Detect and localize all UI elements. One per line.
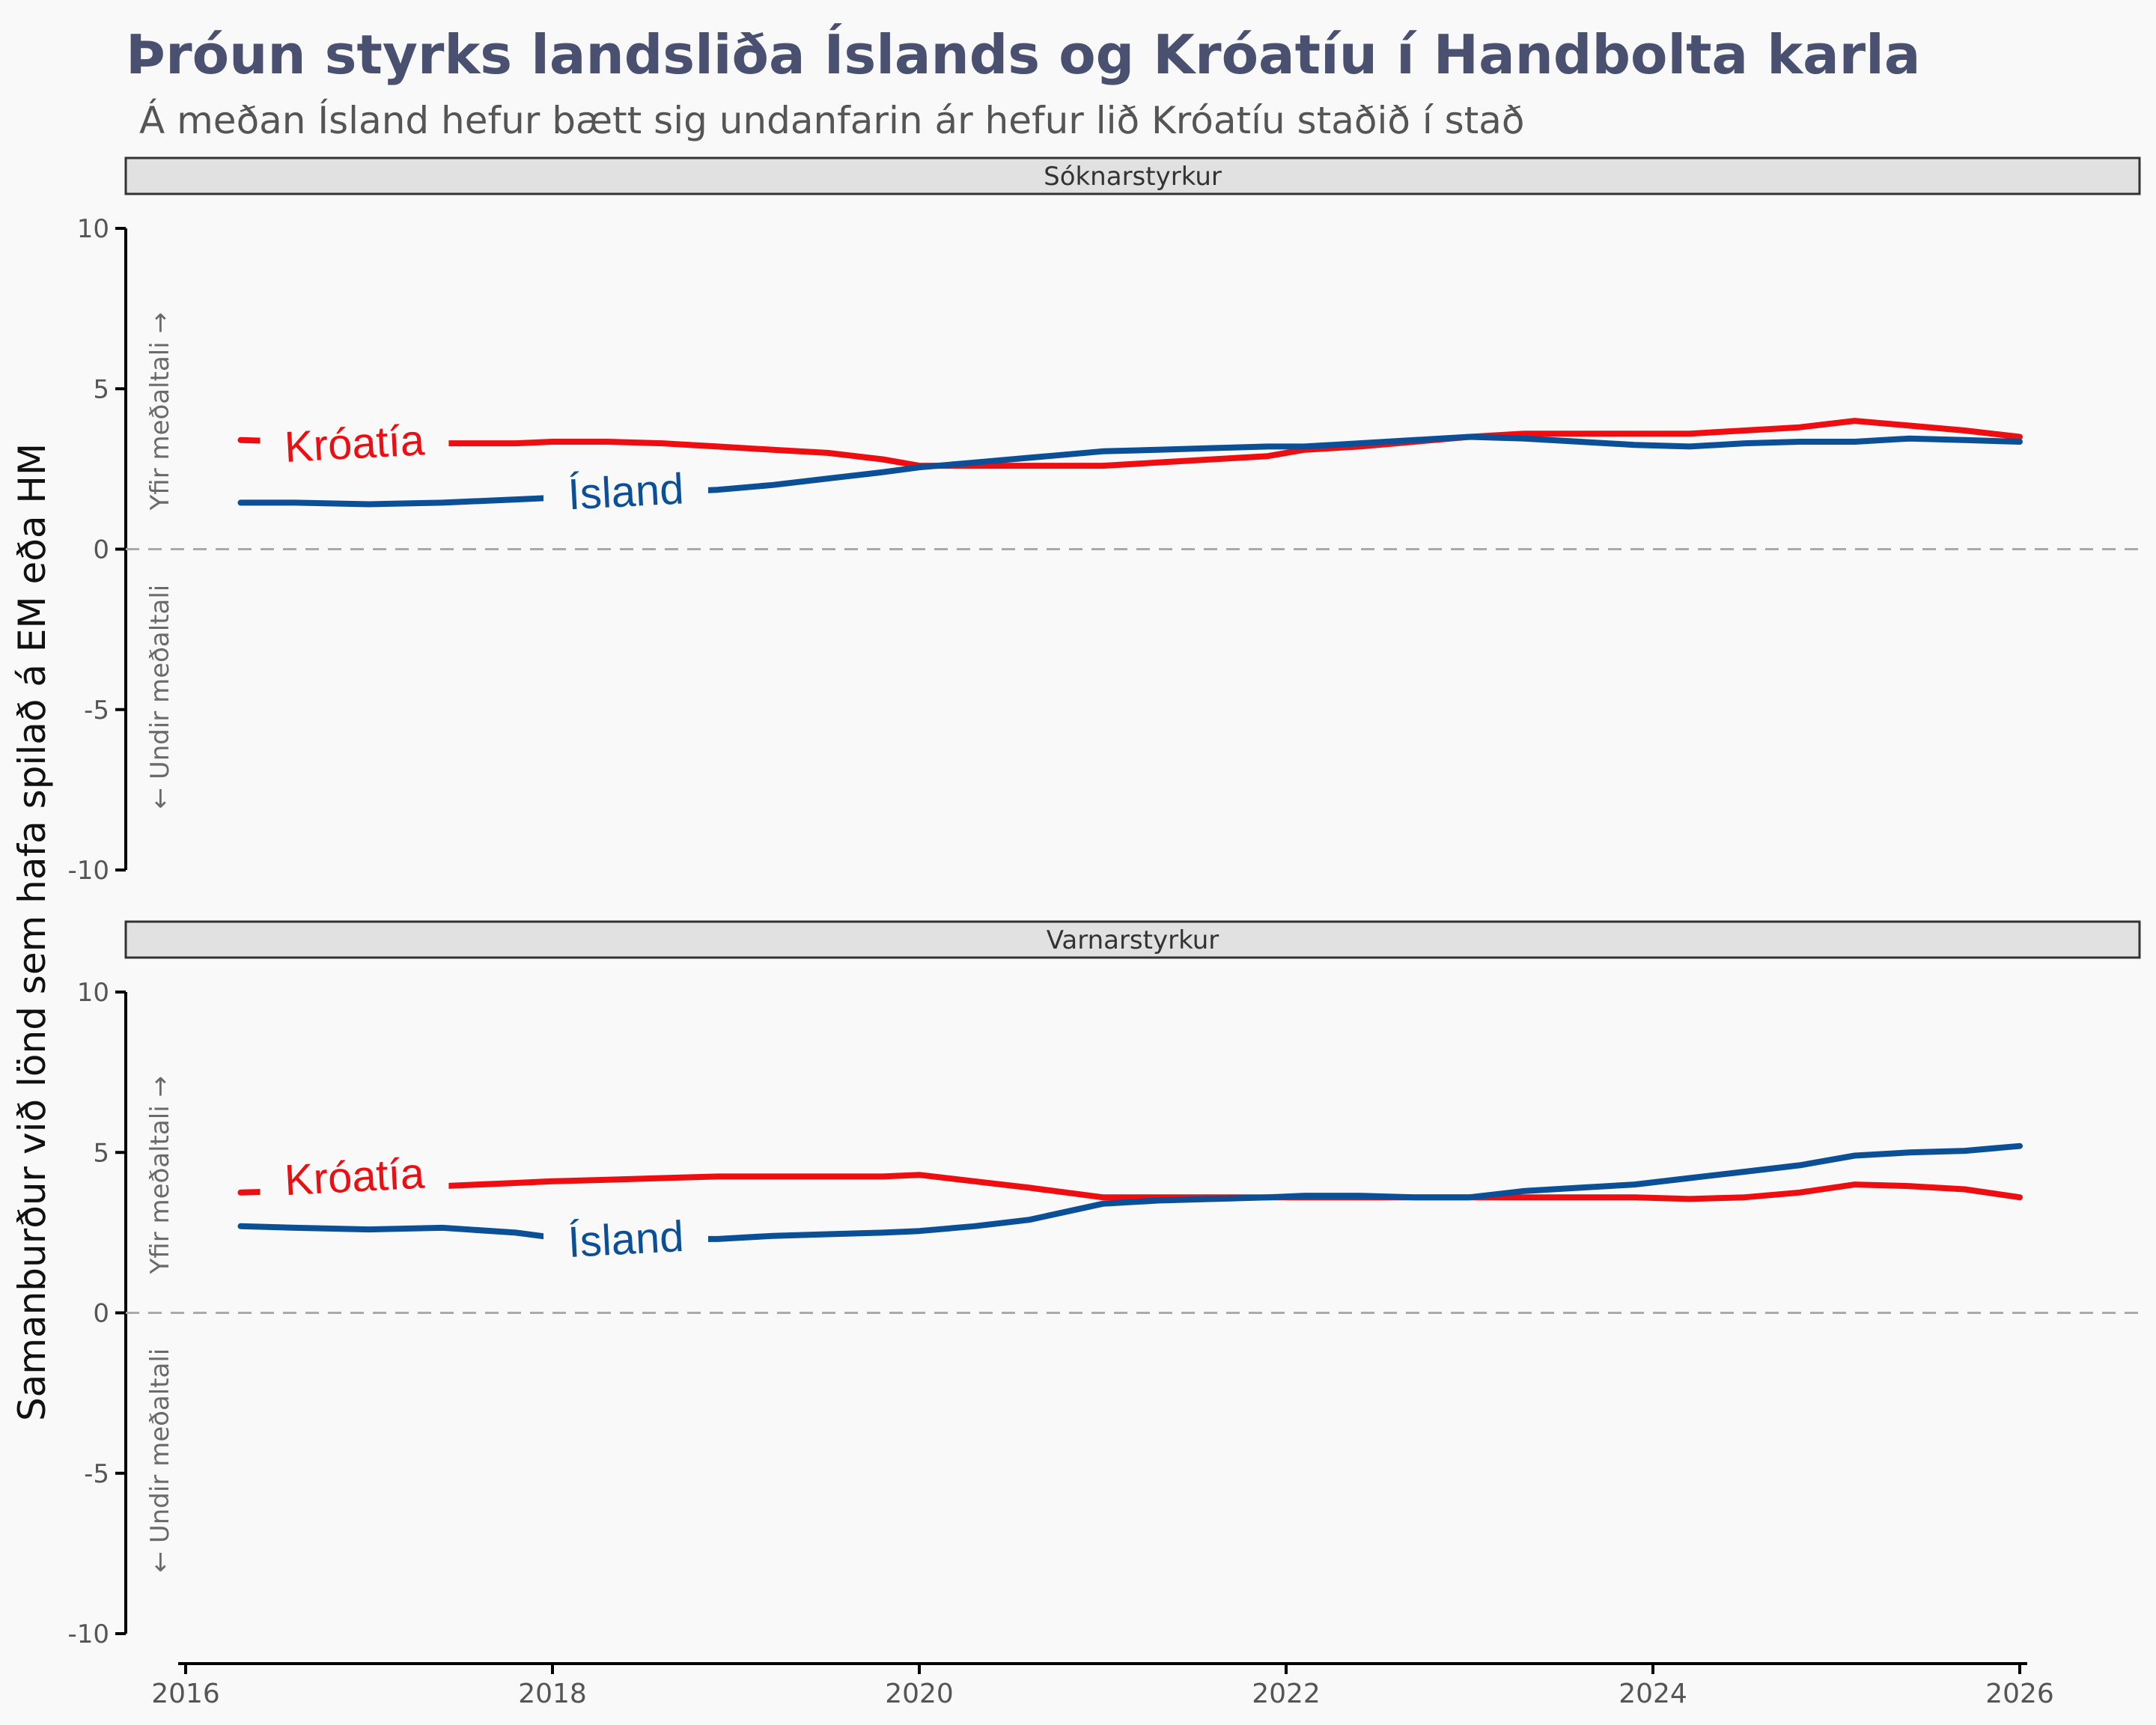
series-label-iceland: Ísland <box>567 464 685 519</box>
x-tick-label: 2022 <box>1252 1679 1321 1709</box>
y-tick-label: 10 <box>77 214 109 244</box>
series-label-background <box>260 416 449 471</box>
panel-strip-label: Sóknarstyrkur <box>1044 162 1222 192</box>
y-tick-label: -5 <box>84 1459 109 1489</box>
above-average-note: Yfir meðaltali → <box>145 312 175 511</box>
chart-subtitle: Á meðan Ísland hefur bætt sig undanfarin… <box>139 98 1525 142</box>
y-tick-label: 0 <box>93 535 109 565</box>
series-label-background <box>543 464 708 519</box>
above-average-note: Yfir meðaltali → <box>145 1076 175 1274</box>
panel-defense: Varnarstyrkur -10 -5 0 5 10 Yfir meðaltali → ← … <box>67 920 2141 1649</box>
below-average-note: ← Undir meðaltali <box>145 585 175 809</box>
y-tick-label: 5 <box>93 1138 109 1168</box>
series-label-iceland: Ísland <box>567 1212 685 1267</box>
series-label-croatia: Króatía <box>283 1149 426 1205</box>
x-tick-label: 2016 <box>151 1679 220 1709</box>
y-tick-label: -10 <box>67 1619 109 1649</box>
x-tick-label: 2018 <box>518 1679 587 1709</box>
y-tick-label: -10 <box>67 856 109 886</box>
y-axis-label: Samanburður við lönd sem hafa spilað á E… <box>10 443 54 1421</box>
y-tick-label: -5 <box>84 696 109 725</box>
series-label-croatia: Króatía <box>283 416 426 472</box>
panel-strip-label: Varnarstyrkur <box>1047 925 1219 955</box>
x-tick-label: 2026 <box>1985 1679 2054 1709</box>
y-tick-label: 5 <box>93 374 109 404</box>
series-line-croatia <box>237 418 2023 469</box>
panel-attack: Sóknarstyrkur -10 -5 0 5 10 Yfir meðaltali → ← … <box>67 156 2141 886</box>
x-tick-label: 2020 <box>885 1679 954 1709</box>
series-label-background <box>260 1149 449 1204</box>
panel-strip <box>124 156 2141 195</box>
y-tick-label: 0 <box>93 1299 109 1329</box>
chart-title: Þróun styrks landsliða Íslands og Króatí… <box>126 23 1920 86</box>
below-average-note: ← Undir meðaltali <box>145 1348 175 1573</box>
series-label-background <box>543 1211 708 1266</box>
panel-strip <box>124 920 2141 959</box>
series-line-croatia <box>237 1172 2023 1202</box>
x-axis: 2016 2018 2020 2022 2024 2026 <box>151 1662 2054 1709</box>
y-tick-label: 10 <box>77 978 109 1008</box>
x-tick-label: 2024 <box>1618 1679 1687 1709</box>
